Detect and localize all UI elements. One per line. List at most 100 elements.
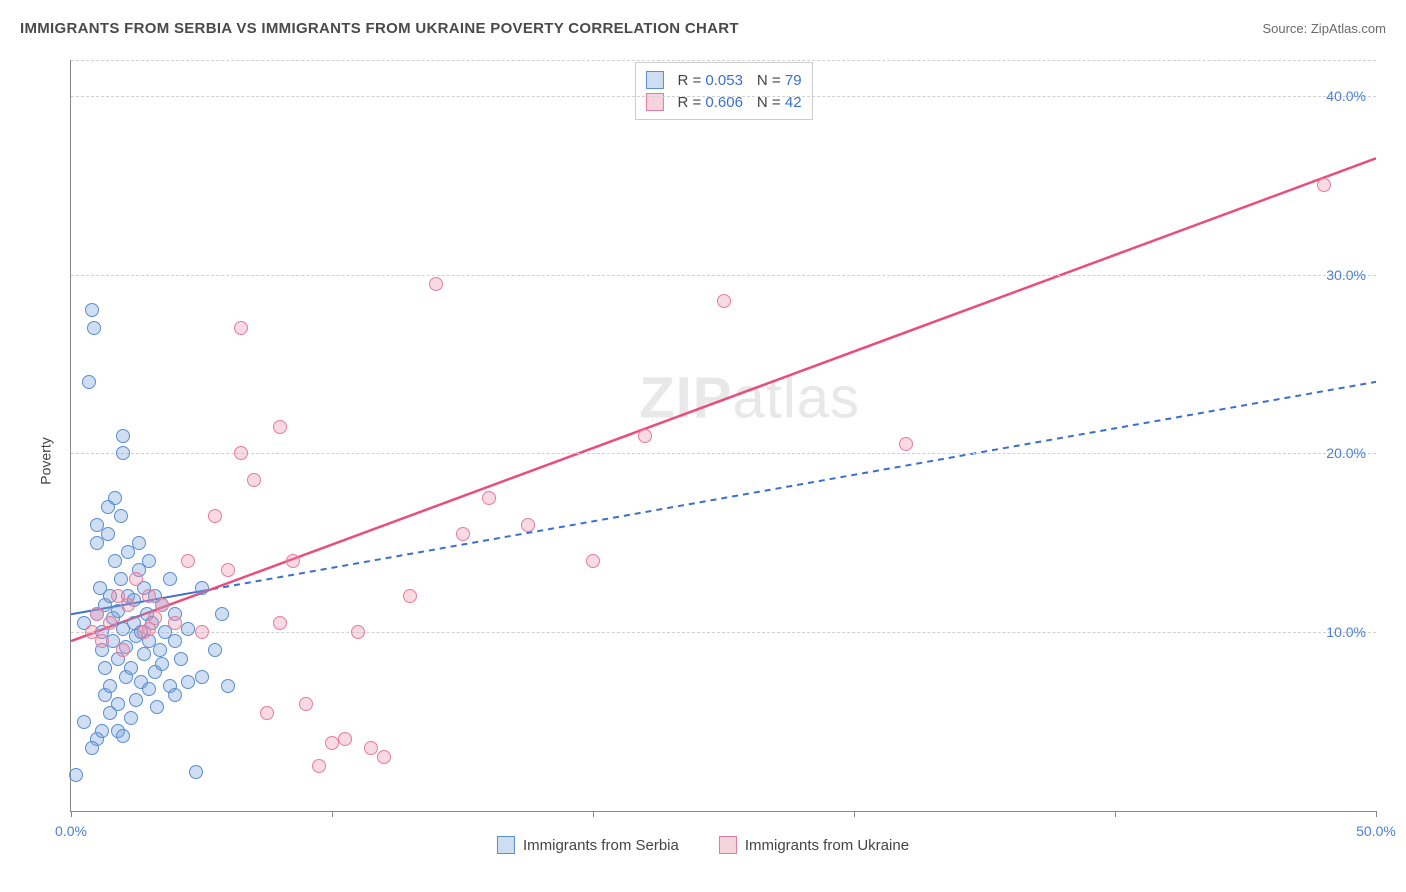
scatter-point [168, 616, 182, 630]
watermark-atlas: atlas [732, 365, 860, 430]
xtick [854, 811, 855, 817]
chart-container: Poverty ZIPatlas R = 0.053 N = 79 R = 0.… [20, 50, 1386, 872]
scatter-point [174, 652, 188, 666]
scatter-point [299, 697, 313, 711]
scatter-point [215, 607, 229, 621]
xtick [593, 811, 594, 817]
scatter-point [208, 509, 222, 523]
xtick [71, 811, 72, 817]
scatter-point [98, 661, 112, 675]
scatter-point [142, 682, 156, 696]
scatter-point [586, 554, 600, 568]
scatter-point [482, 491, 496, 505]
scatter-point [85, 741, 99, 755]
scatter-point [124, 711, 138, 725]
scatter-point [325, 736, 339, 750]
scatter-point [351, 625, 365, 639]
scatter-point [168, 688, 182, 702]
scatter-point [85, 303, 99, 317]
scatter-point [899, 437, 913, 451]
swatch-serbia [645, 71, 663, 89]
scatter-point [377, 750, 391, 764]
scatter-point [155, 598, 169, 612]
gridline [71, 96, 1376, 97]
scatter-point [260, 706, 274, 720]
scatter-point [111, 697, 125, 711]
gridline [71, 632, 1376, 633]
header-row: IMMIGRANTS FROM SERBIA VS IMMIGRANTS FRO… [20, 20, 1386, 37]
scatter-point [69, 768, 83, 782]
scatter-point [221, 679, 235, 693]
scatter-point [87, 321, 101, 335]
scatter-point [1317, 178, 1331, 192]
source-attribution: Source: ZipAtlas.com [1262, 21, 1386, 36]
scatter-point [403, 589, 417, 603]
scatter-point [129, 693, 143, 707]
scatter-point [103, 679, 117, 693]
scatter-point [132, 536, 146, 550]
r-value-serbia: 0.053 [705, 72, 743, 89]
scatter-point [148, 611, 162, 625]
xtick-label: 50.0% [1356, 823, 1396, 839]
watermark-zip: ZIP [639, 365, 732, 430]
scatter-point [456, 527, 470, 541]
ytick-label: 30.0% [1326, 267, 1366, 283]
stats-row-ukraine: R = 0.606 N = 42 [645, 91, 801, 113]
scatter-point [273, 616, 287, 630]
y-axis-label: Poverty [38, 437, 54, 484]
chart-title: IMMIGRANTS FROM SERBIA VS IMMIGRANTS FRO… [20, 20, 739, 37]
scatter-point [234, 446, 248, 460]
n-label: N = [757, 72, 785, 89]
scatter-point [95, 724, 109, 738]
scatter-point [108, 554, 122, 568]
scatter-point [153, 643, 167, 657]
legend-label-serbia: Immigrants from Serbia [523, 837, 679, 854]
trendlines-layer [71, 60, 1376, 811]
scatter-point [142, 554, 156, 568]
scatter-point [221, 563, 235, 577]
scatter-point [116, 446, 130, 460]
scatter-point [521, 518, 535, 532]
scatter-point [124, 661, 138, 675]
stats-row-serbia: R = 0.053 N = 79 [645, 69, 801, 91]
scatter-point [195, 581, 209, 595]
scatter-point [234, 321, 248, 335]
scatter-point [208, 643, 222, 657]
xtick-label: 0.0% [55, 823, 87, 839]
scatter-point [101, 527, 115, 541]
gridline [71, 275, 1376, 276]
legend-label-ukraine: Immigrants from Ukraine [745, 837, 909, 854]
scatter-point [247, 473, 261, 487]
watermark: ZIPatlas [639, 364, 860, 431]
xtick [1376, 811, 1377, 817]
scatter-point [181, 554, 195, 568]
scatter-point [77, 715, 91, 729]
scatter-point [82, 375, 96, 389]
trendline-dashed [202, 382, 1377, 591]
scatter-point [137, 647, 151, 661]
legend-swatch-serbia [497, 836, 515, 854]
scatter-point [90, 607, 104, 621]
scatter-point [142, 589, 156, 603]
scatter-point [168, 634, 182, 648]
plot-area: ZIPatlas R = 0.053 N = 79 R = 0.606 N = … [70, 60, 1376, 812]
legend-bottom: Immigrants from Serbia Immigrants from U… [497, 836, 909, 854]
scatter-point [108, 491, 122, 505]
scatter-point [181, 675, 195, 689]
scatter-point [429, 277, 443, 291]
scatter-point [155, 657, 169, 671]
scatter-point [114, 572, 128, 586]
scatter-point [638, 429, 652, 443]
legend-swatch-ukraine [719, 836, 737, 854]
ytick-label: 10.0% [1326, 624, 1366, 640]
scatter-point [129, 572, 143, 586]
ytick-label: 20.0% [1326, 445, 1366, 461]
stats-legend-box: R = 0.053 N = 79 R = 0.606 N = 42 [634, 62, 812, 120]
scatter-point [116, 429, 130, 443]
scatter-point [116, 729, 130, 743]
scatter-point [338, 732, 352, 746]
scatter-point [312, 759, 326, 773]
scatter-point [364, 741, 378, 755]
scatter-point [150, 700, 164, 714]
scatter-point [163, 572, 177, 586]
